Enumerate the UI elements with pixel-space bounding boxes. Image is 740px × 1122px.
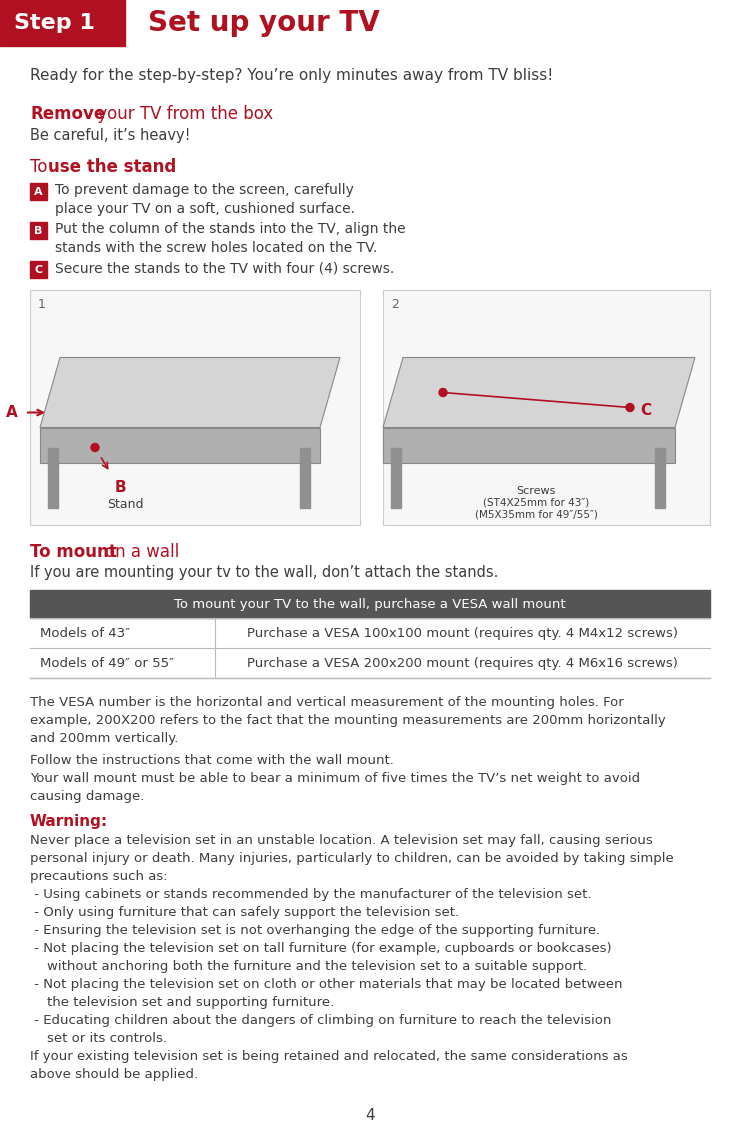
Text: Set up your TV: Set up your TV (148, 9, 380, 37)
Text: The VESA number is the horizontal and vertical measurement of the mounting holes: The VESA number is the horizontal and ve… (30, 696, 666, 745)
Text: 1: 1 (38, 298, 46, 311)
Polygon shape (383, 358, 695, 427)
Text: Never place a television set in an unstable location. A television set may fall,: Never place a television set in an unsta… (30, 834, 673, 1080)
Text: B: B (34, 226, 43, 236)
Bar (300, 448, 310, 507)
Bar (30, 590, 710, 618)
Text: B: B (115, 479, 127, 495)
Text: To prevent damage to the screen, carefully
place your TV on a soft, cushioned su: To prevent damage to the screen, careful… (55, 183, 355, 215)
Bar (48, 448, 58, 507)
Text: Ready for the step-by-step? You’re only minutes away from TV bliss!: Ready for the step-by-step? You’re only … (30, 68, 554, 83)
Text: To: To (30, 158, 53, 176)
Text: (ST4X25mm for 43″): (ST4X25mm for 43″) (483, 497, 589, 507)
Text: To mount: To mount (30, 543, 117, 561)
Polygon shape (40, 358, 340, 427)
Circle shape (626, 404, 634, 412)
Text: Remove: Remove (30, 105, 105, 123)
Text: C: C (640, 403, 651, 417)
Text: A: A (6, 405, 18, 420)
Bar (391, 448, 401, 507)
Text: 4: 4 (365, 1109, 375, 1122)
Polygon shape (383, 427, 675, 462)
Bar (30, 289, 360, 525)
Text: use the stand: use the stand (48, 158, 176, 176)
Text: your TV from the box: your TV from the box (92, 105, 273, 123)
Text: (M5X35mm for 49″/55″): (M5X35mm for 49″/55″) (474, 509, 597, 519)
Bar (0, 0, 125, 46)
Bar (30, 618, 710, 649)
Text: Purchase a VESA 100x100 mount (requires qty. 4 M4x12 screws): Purchase a VESA 100x100 mount (requires … (247, 626, 678, 640)
Polygon shape (40, 427, 320, 462)
Text: A: A (34, 186, 43, 196)
Text: Purchase a VESA 200x200 mount (requires qty. 4 M6x16 screws): Purchase a VESA 200x200 mount (requires … (247, 656, 678, 670)
Text: Be careful, it’s heavy!: Be careful, it’s heavy! (30, 128, 190, 142)
Text: If you are mounting your tv to the wall, don’t attach the stands.: If you are mounting your tv to the wall,… (30, 565, 498, 580)
Text: Screws: Screws (517, 486, 556, 496)
Bar (30, 261, 47, 278)
Bar (383, 289, 710, 525)
Bar (30, 183, 47, 200)
Text: C: C (35, 265, 43, 275)
Text: To mount your TV to the wall, purchase a VESA wall mount: To mount your TV to the wall, purchase a… (174, 598, 566, 610)
Bar (30, 649, 710, 678)
Text: Stand: Stand (107, 497, 144, 511)
Text: Your wall mount must be able to bear a minimum of five times the TV’s net weight: Your wall mount must be able to bear a m… (30, 772, 640, 803)
Text: Warning:: Warning: (30, 813, 108, 829)
Text: Step 1: Step 1 (14, 13, 95, 33)
Text: Put the column of the stands into the TV, align the
stands with the screw holes : Put the column of the stands into the TV… (55, 222, 406, 255)
Text: Follow the instructions that come with the wall mount.: Follow the instructions that come with t… (30, 754, 394, 767)
Bar (30, 222, 47, 239)
Text: Secure the stands to the TV with four (4) screws.: Secure the stands to the TV with four (4… (55, 261, 394, 275)
Text: Models of 49″ or 55″: Models of 49″ or 55″ (40, 656, 174, 670)
Text: 2: 2 (391, 298, 399, 311)
Bar (655, 448, 665, 507)
Text: on a wall: on a wall (105, 543, 179, 561)
Text: Models of 43″: Models of 43″ (40, 626, 130, 640)
Circle shape (91, 443, 99, 451)
Circle shape (439, 388, 447, 396)
